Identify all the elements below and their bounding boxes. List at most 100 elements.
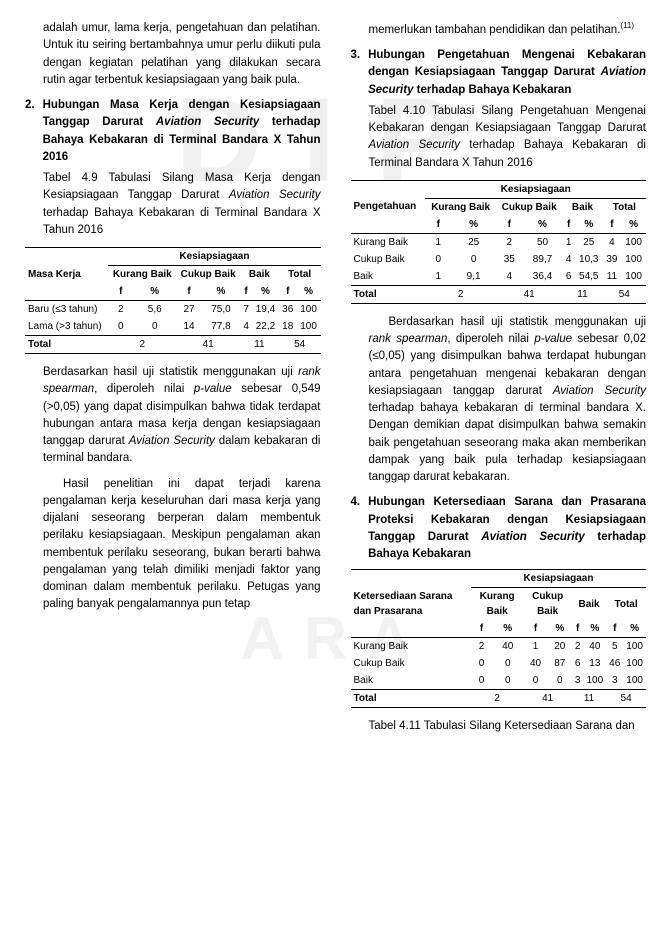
sub-header: f bbox=[606, 620, 623, 638]
cell: 0 bbox=[471, 655, 492, 672]
cell: 40 bbox=[523, 655, 547, 672]
cell: 54 bbox=[603, 285, 646, 303]
cell: 54,5 bbox=[575, 268, 603, 286]
row-header-label: Ketersediaan Sarana dan Prasarana bbox=[351, 570, 471, 638]
sub-header: % bbox=[492, 620, 523, 638]
cell: 11 bbox=[603, 268, 622, 286]
cell: 27 bbox=[176, 301, 202, 319]
table-row: Kurang Baik 1 25 2 50 1 25 4 100 bbox=[351, 233, 647, 251]
cell: 3 bbox=[572, 672, 584, 690]
col-header: Baik bbox=[572, 588, 606, 621]
col-header: Cukup Baik bbox=[523, 588, 572, 621]
table-row: Baik 0 0 0 0 3 100 3 100 bbox=[351, 672, 647, 690]
sub-header: f bbox=[523, 620, 547, 638]
cell: 4 bbox=[240, 318, 252, 336]
cell: 0 bbox=[492, 655, 523, 672]
table-row: Baik 1 9,1 4 36,4 6 54,5 11 100 bbox=[351, 268, 647, 286]
col-header: Cukup Baik bbox=[496, 198, 562, 216]
cell: 2 bbox=[108, 336, 176, 354]
cell: 11 bbox=[572, 690, 606, 708]
cell: 100 bbox=[621, 233, 646, 251]
total-label: Total bbox=[351, 285, 426, 303]
row-label: Baik bbox=[351, 672, 471, 690]
caption-part: Tabel 4.10 Tabulasi Silang Pengetahuan M… bbox=[369, 105, 647, 134]
sub-header: % bbox=[523, 216, 563, 234]
paragraph-continuation: memerlukan tambahan pendidikan dan pelat… bbox=[369, 20, 647, 39]
cell: 0 bbox=[471, 672, 492, 690]
row-label: Kurang Baik bbox=[351, 638, 471, 656]
cell: 100 bbox=[623, 672, 646, 690]
caption-part: terhadap Bahaya Kebakaran di Terminal Ba… bbox=[43, 207, 321, 236]
col-header: Total bbox=[603, 198, 646, 216]
right-column: memerlukan tambahan pendidikan dan pelat… bbox=[351, 20, 647, 744]
cell: 0 bbox=[425, 251, 451, 268]
section-4-heading: 4. Hubungan Ketersediaan Sarana dan Pras… bbox=[351, 494, 647, 563]
cell: 4 bbox=[496, 268, 523, 286]
cell: 6 bbox=[572, 655, 584, 672]
cell: 6 bbox=[562, 268, 575, 286]
sub-header: f bbox=[425, 216, 451, 234]
cell: 36 bbox=[279, 301, 297, 319]
cell: 25 bbox=[451, 233, 496, 251]
two-column-layout: adalah umur, lama kerja, pengetahuan dan… bbox=[25, 20, 646, 744]
cell: 1 bbox=[425, 268, 451, 286]
sub-header: % bbox=[623, 620, 646, 638]
col-group-label: Kesiapsiagaan bbox=[471, 570, 646, 588]
row-label: Baru (≤3 tahun) bbox=[25, 301, 108, 319]
cell: 41 bbox=[176, 336, 240, 354]
row-label: Kurang Baik bbox=[351, 233, 426, 251]
table-4-9: Masa Kerja Kesiapsiagaan Kurang Baik Cuk… bbox=[25, 247, 321, 354]
sub-header: % bbox=[297, 283, 321, 301]
table-4-10: Pengetahuan Kesiapsiagaan Kurang Baik Cu… bbox=[351, 180, 647, 304]
col-header: Kurang Baik bbox=[425, 198, 496, 216]
cell: 100 bbox=[623, 638, 646, 656]
section-title: Hubungan Pengetahuan Mengenai Kebakaran … bbox=[368, 47, 646, 99]
cell: 41 bbox=[523, 690, 572, 708]
row-label: Cukup Baik bbox=[351, 655, 471, 672]
section-3-heading: 3. Hubungan Pengetahuan Mengenai Kebakar… bbox=[351, 47, 647, 99]
cell: 0 bbox=[133, 318, 176, 336]
cell: 89,7 bbox=[523, 251, 563, 268]
title-italic: Aviation Security bbox=[481, 531, 584, 543]
cell: 14 bbox=[176, 318, 202, 336]
sub-header: % bbox=[583, 620, 606, 638]
cell: 7 bbox=[240, 301, 252, 319]
cell: 9,1 bbox=[451, 268, 496, 286]
sub-header: % bbox=[133, 283, 176, 301]
sub-header: f bbox=[471, 620, 492, 638]
cell: 41 bbox=[496, 285, 562, 303]
sub-header: f bbox=[496, 216, 523, 234]
section-number: 3. bbox=[351, 47, 361, 99]
sub-header: f bbox=[108, 283, 133, 301]
cell: 0 bbox=[548, 672, 572, 690]
text-part: , diperoleh nilai bbox=[94, 383, 194, 395]
sub-header: % bbox=[252, 283, 279, 301]
cell: 18 bbox=[279, 318, 297, 336]
sub-header: % bbox=[621, 216, 646, 234]
discussion-paragraph: Hasil penelitian ini dapat terjadi karen… bbox=[43, 476, 321, 614]
cell: 40 bbox=[583, 638, 606, 656]
sub-header: f bbox=[279, 283, 297, 301]
cell: 100 bbox=[297, 301, 321, 319]
cell: 54 bbox=[606, 690, 646, 708]
caption-italic: Aviation Security bbox=[229, 189, 321, 201]
cell: 20 bbox=[548, 638, 572, 656]
col-header: Kurang Baik bbox=[471, 588, 523, 621]
cell: 54 bbox=[279, 336, 321, 354]
row-header-label: Pengetahuan bbox=[351, 180, 426, 233]
table-caption: Tabel 4.10 Tabulasi Silang Pengetahuan M… bbox=[369, 103, 647, 172]
cell: 5 bbox=[606, 638, 623, 656]
cell: 40 bbox=[492, 638, 523, 656]
text-italic: Aviation Security bbox=[553, 385, 646, 397]
row-header-label: Masa Kerja bbox=[25, 248, 108, 301]
cell: 1 bbox=[562, 233, 575, 251]
col-header: Baik bbox=[240, 266, 279, 284]
cell: 11 bbox=[562, 285, 602, 303]
col-header: Baik bbox=[562, 198, 602, 216]
cell: 5,6 bbox=[133, 301, 176, 319]
cell: 100 bbox=[623, 655, 646, 672]
analysis-paragraph: Berdasarkan hasil uji statistik mengguna… bbox=[369, 314, 647, 487]
cell: 87 bbox=[548, 655, 572, 672]
cell: 75,0 bbox=[202, 301, 240, 319]
cell: 11 bbox=[240, 336, 279, 354]
